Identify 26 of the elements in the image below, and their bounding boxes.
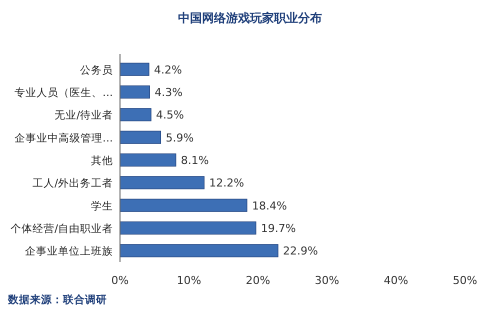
y-tick-label: 企事业单位上班族: [25, 244, 113, 258]
data-label: 18.4%: [252, 199, 287, 212]
x-tick-label: 50%: [452, 274, 478, 287]
data-label: 8.1%: [180, 154, 209, 167]
x-tick-label: 10%: [176, 274, 202, 287]
data-label: 4.5%: [156, 108, 184, 122]
y-tick-label: 其他: [91, 154, 113, 167]
y-tick-label: 工人/外出务工者: [32, 176, 113, 190]
y-tick-label: 个体经营/自由职业者: [10, 222, 113, 235]
data-label: 4.3%: [154, 86, 183, 99]
data-label: 4.2%: [154, 63, 182, 76]
y-tick-label: 企事业中高级管理…: [14, 131, 113, 144]
source-note: 数据来源：联合调研: [7, 293, 107, 306]
x-tick-label: 30%: [314, 274, 340, 287]
x-tick-label: 20%: [246, 274, 270, 287]
y-tick-label: 专业人员（医生、…: [14, 86, 113, 99]
data-label: 5.9%: [166, 131, 194, 144]
x-tick-label: 40%: [384, 274, 408, 287]
chart-title: 中国网络游戏玩家职业分布: [178, 11, 322, 25]
y-tick-label: 无业/待业者: [54, 108, 113, 122]
data-label: 12.2%: [209, 176, 244, 190]
data-label: 22.9%: [283, 244, 318, 258]
x-tick-label: 0%: [111, 274, 129, 287]
y-tick-label: 学生: [91, 199, 113, 212]
data-label: 19.7%: [260, 222, 296, 235]
y-tick-label: 公务员: [80, 64, 113, 76]
